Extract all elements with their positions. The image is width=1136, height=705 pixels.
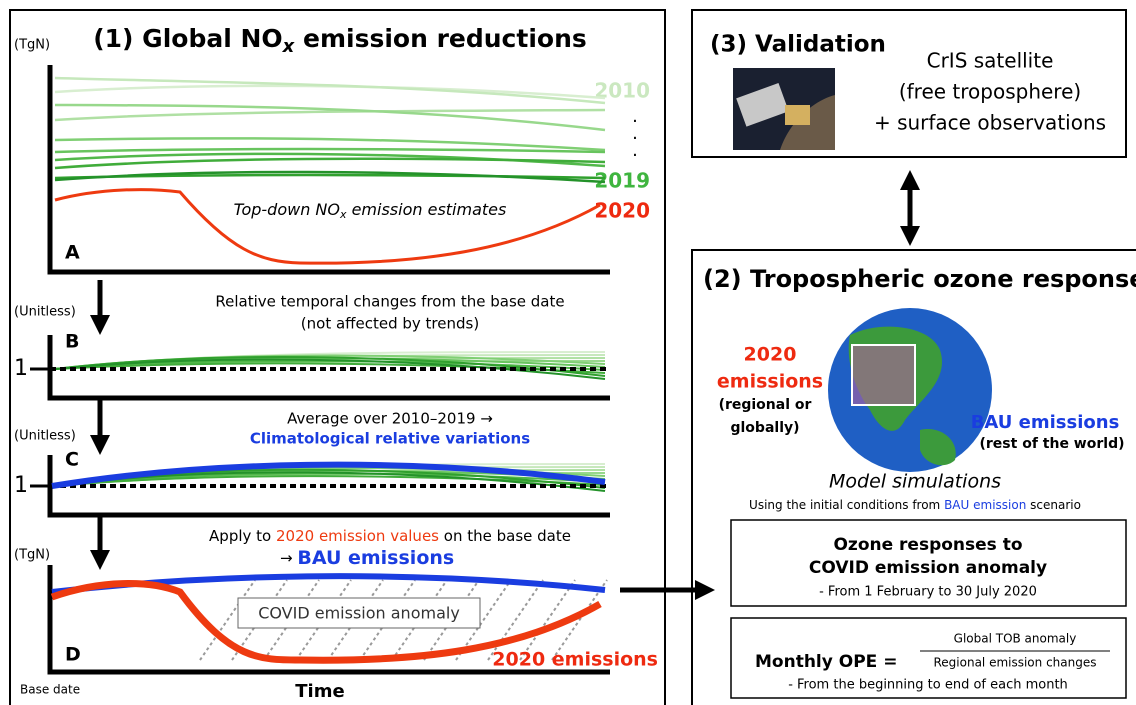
response-text: COVID emission anomaly <box>809 558 1047 578</box>
panel-letter: A <box>65 242 80 264</box>
emissions-scope: (regional or <box>719 397 812 413</box>
relative-curve <box>54 359 606 371</box>
panel-a: (TgN) 2010 · · · 2019 2020 Top-down NOx … <box>14 38 650 275</box>
description: → BAU emissions <box>280 547 454 569</box>
unit: (TgN) <box>14 38 50 53</box>
ope-numerator: Global TOB anomaly <box>954 632 1077 646</box>
curve-year <box>54 84 606 100</box>
axes <box>47 565 610 675</box>
hatch-line <box>551 579 608 661</box>
relative-curve <box>54 472 606 487</box>
emissions-label: 2020 emissions <box>492 649 658 671</box>
emissions-2020: 2020 <box>744 344 797 366</box>
panel-letter: D <box>65 644 81 666</box>
model-label: Model simulations <box>829 471 1001 493</box>
response-text: Ozone responses to <box>833 535 1022 555</box>
bau-scope: (rest of the world) <box>980 436 1125 452</box>
curve-2020 <box>50 580 602 664</box>
panel-1-frame <box>9 9 666 705</box>
caption: Top-down NOx emission estimates <box>234 200 507 222</box>
validation-text: (free troposphere) <box>899 80 1081 104</box>
satellite-image <box>733 68 835 150</box>
ellipsis: · <box>632 145 638 166</box>
arrows <box>90 170 920 600</box>
anomaly-label: COVID emission anomaly <box>258 604 460 623</box>
curve-year <box>54 137 606 152</box>
unit: (Unitless) <box>14 305 76 320</box>
anomaly-box <box>237 597 481 629</box>
climatology-curve <box>51 461 606 489</box>
panel-1-title: (1) Global NOx emission reductions <box>93 24 587 57</box>
curve-year <box>54 157 606 170</box>
axes <box>47 65 610 275</box>
validation-text: + surface observations <box>874 111 1106 135</box>
description: Apply to 2020 emission values on the bas… <box>209 527 571 545</box>
validation-text: CrIS satellite <box>927 49 1054 73</box>
base-date-label: Base date <box>20 683 80 697</box>
unit: (TgN) <box>14 548 50 563</box>
ellipsis: · <box>632 128 638 149</box>
panel-d: (TgN) Apply to 2020 emission values on t… <box>14 527 658 703</box>
one-label: 1 <box>14 356 28 381</box>
initial-conditions: Using the initial conditions from BAU em… <box>749 498 1081 512</box>
axes <box>47 335 610 401</box>
year-label: 2020 <box>594 199 650 223</box>
panel-2-frame <box>691 249 1136 705</box>
year-label: 2019 <box>594 169 650 193</box>
emissions-scope: globally) <box>730 420 799 436</box>
ope-note: - From the beginning to end of each mont… <box>788 678 1068 693</box>
curve-year <box>54 108 606 122</box>
bau-label: BAU emissions <box>971 412 1120 433</box>
panel-letter: C <box>65 449 79 471</box>
panel-letter: B <box>65 331 79 353</box>
curve-2020 <box>54 188 601 265</box>
curve-year <box>54 103 606 132</box>
panel-c: (Unitless) Average over 2010–2019 → Clim… <box>14 410 610 518</box>
one-label: 1 <box>14 473 28 498</box>
ope-label: Monthly OPE = <box>755 652 897 672</box>
axes <box>47 455 610 518</box>
panel-2-title: (2) Tropospheric ozone response <box>703 265 1136 293</box>
globe <box>828 308 992 472</box>
hatch-line <box>519 579 576 661</box>
time-label: Time <box>295 681 344 702</box>
response-box <box>730 519 1127 607</box>
hatch-line <box>199 579 256 661</box>
emissions-2020: emissions <box>717 371 823 393</box>
ope-denominator: Regional emission changes <box>933 656 1096 670</box>
response-period: - From 1 February to 30 July 2020 <box>819 585 1037 600</box>
panel-3-frame <box>691 9 1127 158</box>
relative-curve <box>54 475 606 487</box>
curve-year <box>54 76 606 105</box>
curve-year <box>54 170 606 184</box>
description: Average over 2010–2019 → <box>287 410 493 428</box>
panel-3-title: (3) Validation <box>710 32 886 58</box>
description: (not affected by trends) <box>301 315 479 333</box>
description: Climatological relative variations <box>250 430 530 448</box>
ope-box <box>730 617 1127 699</box>
hatch-line <box>487 579 544 661</box>
curve-year <box>54 147 606 154</box>
description: Relative temporal changes from the base … <box>215 293 564 311</box>
hatch-line <box>455 579 512 661</box>
unit: (Unitless) <box>14 429 76 444</box>
ellipsis: · <box>632 111 638 132</box>
panel-b: (Unitless) Relative temporal changes fro… <box>14 293 610 401</box>
